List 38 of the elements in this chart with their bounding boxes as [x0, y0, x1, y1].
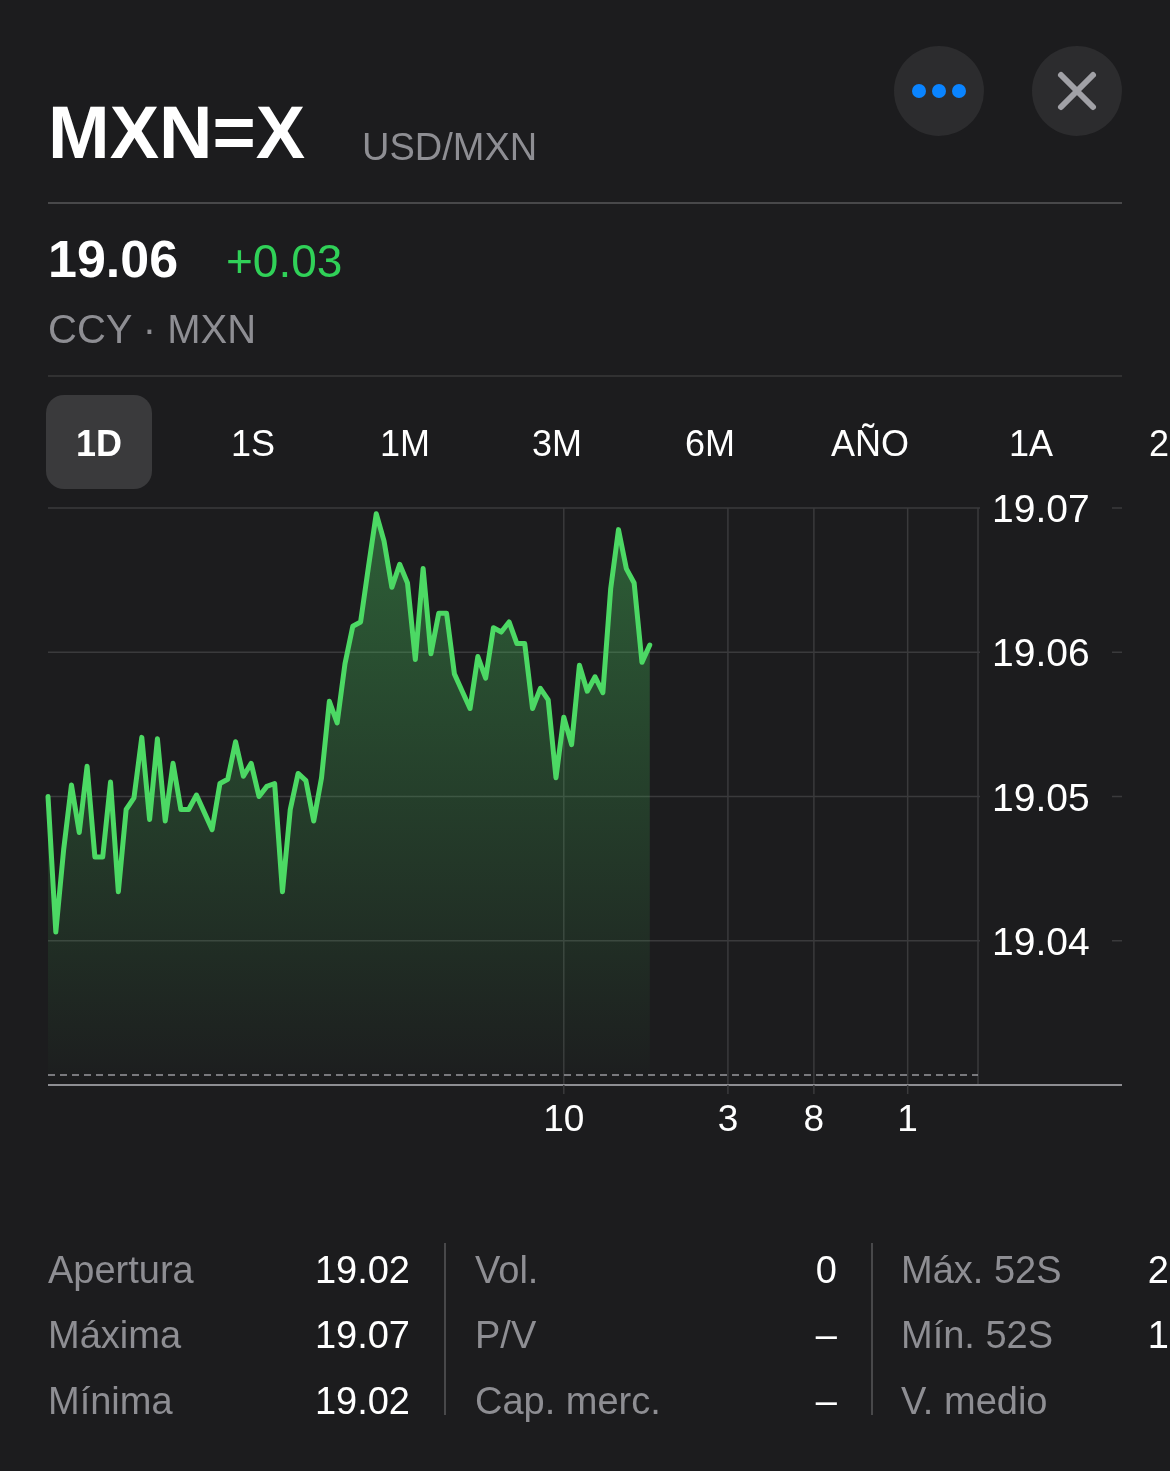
text: P/V: [475, 1314, 537, 1356]
text: 6M: [684, 423, 736, 464]
text: Cap. merc.: [475, 1380, 661, 1422]
text: V. medio: [901, 1380, 1048, 1422]
text: +0.03: [226, 235, 343, 287]
text: 19.02: [314, 1249, 410, 1291]
text: AÑO: [830, 423, 910, 464]
text: –: [815, 1380, 838, 1422]
y-tick-label: 19.06: [992, 631, 1090, 675]
text: 1A: [1008, 423, 1054, 464]
text: 3M: [531, 423, 583, 464]
text: 1M: [379, 423, 431, 464]
text: Máxima: [48, 1314, 182, 1356]
text: Máx. 52S: [901, 1249, 1062, 1291]
text: 2: [1147, 1249, 1169, 1291]
chart-title: MXN=X: [48, 91, 306, 174]
x-tick-label: 1: [897, 1098, 918, 1139]
text: 19.07: [314, 1314, 410, 1356]
y-tick-label: 19.07: [992, 487, 1090, 530]
text: 1: [1147, 1314, 1169, 1356]
x-tick-label: 10: [543, 1098, 585, 1139]
text: 2: [1148, 423, 1169, 464]
x-tick-label: 8: [803, 1098, 825, 1139]
text: Vol.: [475, 1249, 539, 1291]
text: Apertura: [48, 1249, 195, 1291]
text: 0: [815, 1249, 837, 1291]
text: –: [815, 1314, 838, 1356]
y-tick-label: 19.05: [992, 775, 1090, 819]
text: Mínima: [48, 1380, 174, 1422]
text: CCY · MXN: [48, 307, 257, 351]
text: 19.06: [48, 230, 179, 288]
text: 1D: [75, 423, 123, 464]
text: Mín. 52S: [901, 1314, 1054, 1356]
x-tick-label: 3: [717, 1098, 739, 1139]
text: 19.02: [314, 1380, 410, 1422]
y-tick-label: 19.04: [992, 919, 1090, 963]
chart-subtitle: USD/MXN: [362, 126, 538, 168]
text: 1S: [230, 423, 276, 464]
